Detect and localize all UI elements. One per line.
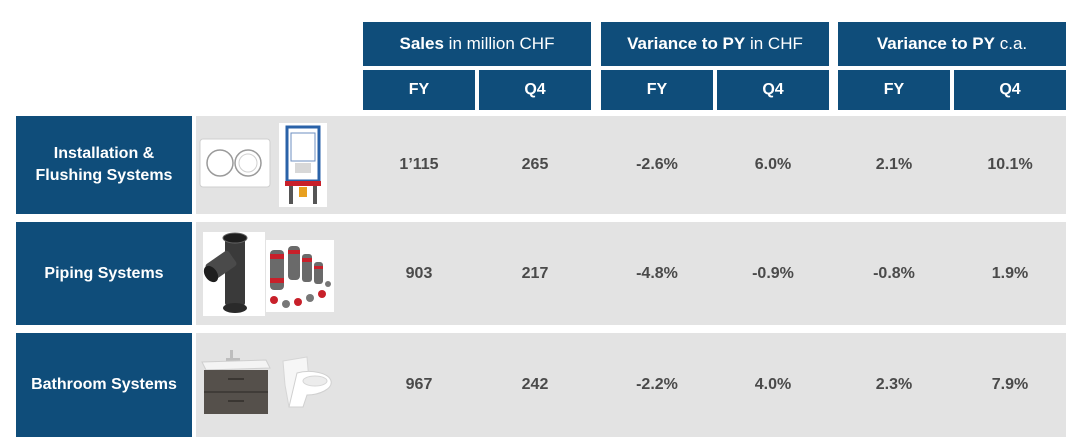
piping-variance-ca-q4: 1.9% <box>991 264 1029 282</box>
bathroom-variance-chf-fy: -2.2% <box>636 376 678 393</box>
row-band-piping <box>196 222 1066 325</box>
piping-sales-q4: 217 <box>521 264 549 282</box>
subheader-variance-ca-fy: FY <box>838 70 950 110</box>
subheader-variance-chf-q4: Q4 <box>717 70 829 110</box>
bathroom-sales-q4: 242 <box>521 376 549 393</box>
header-variance-ca-rest: c.a. <box>995 34 1028 53</box>
row-band-bathroom <box>196 333 1066 437</box>
installation-variance-chf-fy: -2.6% <box>636 156 678 173</box>
row-band-installation <box>196 116 1066 214</box>
header-variance-ca: Variance to PY c.a. <box>838 22 1066 66</box>
piping-variance-ca-fy: -0.8% <box>873 264 915 282</box>
piping-sales-fy: 903 <box>405 264 433 282</box>
subheader-variance-ca-q4: Q4 <box>954 70 1066 110</box>
shower-toilet-icon <box>282 356 332 408</box>
vanity-unit-icon <box>201 350 271 414</box>
installation-variance-ca-fy: 2.1% <box>875 156 913 173</box>
header-variance-chf-bold: Variance to PY <box>627 34 746 53</box>
installation-sales-fy: 1’115 <box>399 156 439 173</box>
header-sales: Sales in million CHF <box>363 22 591 66</box>
piping-variance-chf-fy: -4.8% <box>636 264 678 282</box>
header-variance-chf-rest: in CHF <box>745 34 803 53</box>
header-variance-ca-bold: Variance to PY <box>876 34 995 53</box>
pipe-fitting-icon <box>203 232 265 316</box>
subheader-variance-chf-fy: FY <box>601 70 713 110</box>
subheader-sales-fy: FY <box>363 70 475 110</box>
installation-frame-icon <box>279 123 327 207</box>
installation-sales-q4: 265 <box>521 156 549 173</box>
installation-variance-ca-q4: 10.1% <box>987 156 1033 173</box>
row-label-installation: Installation & Flushing Systems <box>16 116 192 214</box>
row-label-piping: Piping Systems <box>16 222 192 325</box>
bathroom-variance-ca-q4: 7.9% <box>991 376 1029 393</box>
row-label-bathroom: Bathroom Systems <box>16 333 192 437</box>
installation-variance-chf-q4: 6.0% <box>754 156 792 173</box>
bathroom-sales-fy: 967 <box>405 376 433 393</box>
piping-variance-chf-q4: -0.9% <box>752 264 794 282</box>
flush-plate-icon <box>199 138 271 188</box>
bathroom-variance-ca-fy: 2.3% <box>875 376 913 393</box>
header-sales-rest: in million CHF <box>443 34 555 53</box>
subheader-sales-q4: Q4 <box>479 70 591 110</box>
bathroom-variance-chf-q4: 4.0% <box>754 376 792 393</box>
press-fittings-icon <box>266 240 334 312</box>
header-sales-bold: Sales <box>399 34 444 53</box>
header-variance-chf: Variance to PY in CHF <box>601 22 829 66</box>
